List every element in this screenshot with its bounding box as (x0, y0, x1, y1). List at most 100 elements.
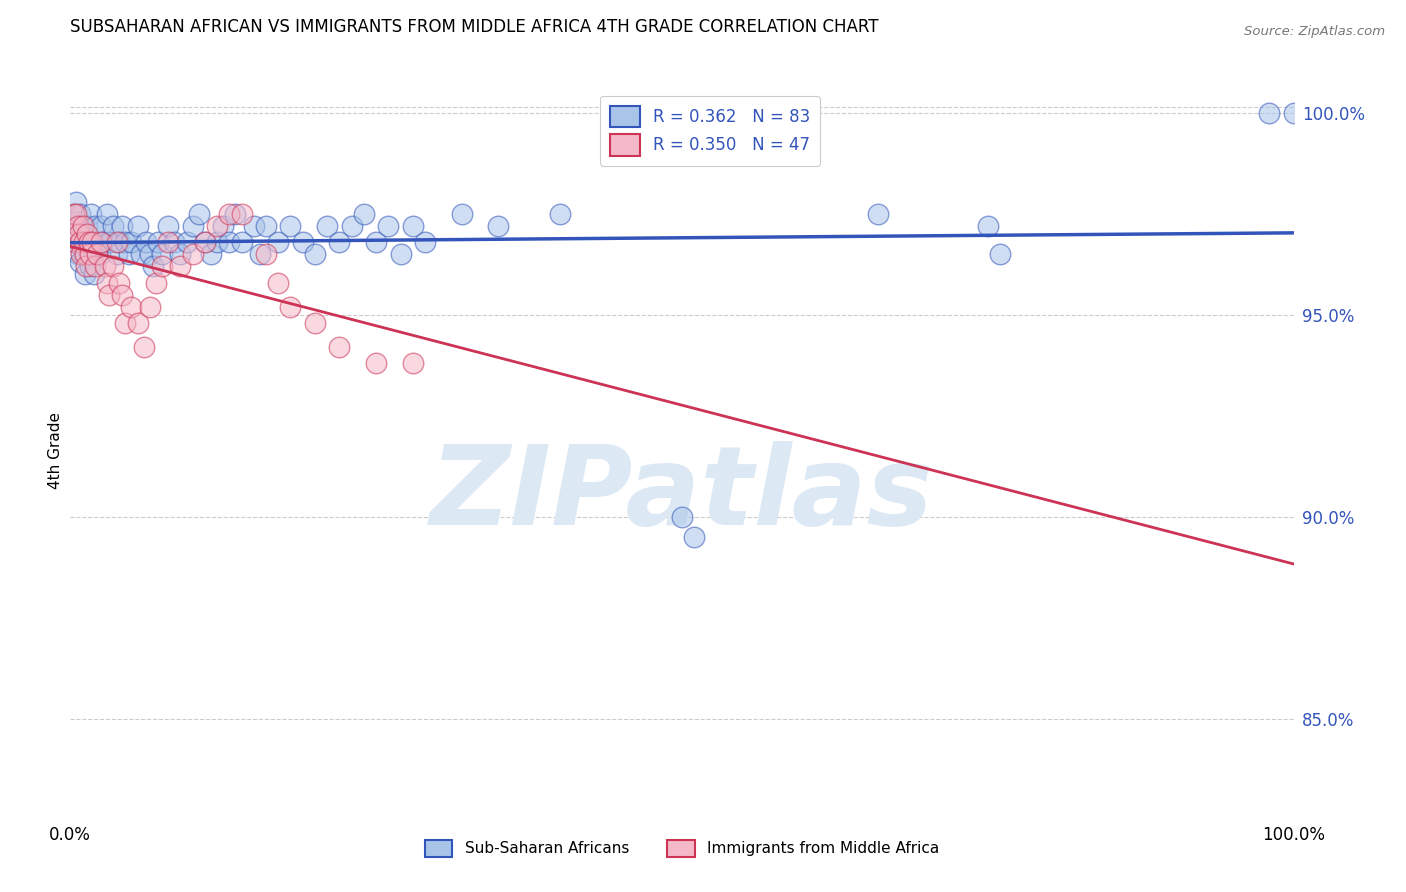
Point (1258, 105, 1281, 120)
Point (67, 235, 90, 249)
Point (65, 194, 87, 209)
Point (77, 235, 100, 249)
Point (111, 287, 134, 301)
Point (62, 227, 84, 241)
Point (70, 227, 93, 241)
Point (96, 207, 118, 221)
Point (267, 276, 290, 290)
Point (83, 260, 105, 274)
Point (169, 247, 191, 261)
Point (129, 247, 152, 261)
Point (67, 219, 90, 233)
Point (91, 235, 114, 249)
Point (683, 531, 706, 545)
Point (231, 235, 253, 249)
Point (212, 219, 235, 233)
Point (340, 219, 363, 233)
Point (108, 276, 131, 290)
Point (77, 247, 100, 261)
Point (72, 219, 94, 233)
Point (366, 356, 388, 370)
Point (157, 235, 180, 249)
Point (148, 235, 170, 249)
Point (366, 235, 388, 249)
Point (73, 247, 96, 261)
Point (90, 235, 112, 249)
Point (139, 247, 162, 261)
Point (89, 247, 111, 261)
Point (353, 207, 375, 221)
Point (63, 207, 86, 221)
Point (86, 235, 108, 249)
Point (118, 247, 141, 261)
Point (328, 235, 350, 249)
Point (83, 219, 105, 233)
Point (205, 235, 228, 249)
Point (280, 219, 302, 233)
Point (304, 247, 326, 261)
Point (96, 276, 118, 290)
Point (108, 235, 131, 249)
Point (377, 219, 399, 233)
Point (101, 260, 124, 274)
Point (224, 207, 246, 221)
Point (114, 235, 136, 249)
Point (86, 247, 108, 261)
Point (866, 207, 889, 221)
Point (150, 260, 173, 274)
Point (200, 247, 222, 261)
Point (671, 510, 693, 524)
Point (142, 260, 165, 274)
Point (254, 247, 277, 261)
Point (72, 235, 94, 249)
Point (63, 235, 86, 249)
Point (76, 219, 98, 233)
Point (127, 316, 149, 330)
Point (65, 207, 87, 221)
Point (150, 247, 173, 261)
Point (121, 235, 143, 249)
Point (90, 219, 112, 233)
Text: Source: ZipAtlas.com: Source: ZipAtlas.com (1244, 25, 1385, 38)
Point (83, 268, 105, 282)
Point (1282, 105, 1305, 120)
Point (169, 260, 191, 274)
Point (67, 227, 90, 241)
Point (218, 235, 240, 249)
Point (70, 247, 93, 261)
Point (280, 300, 302, 314)
Point (218, 207, 240, 221)
Point (98, 287, 121, 301)
Point (304, 316, 326, 330)
Point (69, 255, 91, 269)
Point (101, 219, 124, 233)
Point (157, 219, 180, 233)
Point (194, 235, 217, 249)
Point (69, 207, 91, 221)
Point (163, 235, 186, 249)
Point (267, 235, 290, 249)
Point (291, 235, 314, 249)
Point (181, 219, 204, 233)
Point (111, 219, 134, 233)
Point (402, 356, 425, 370)
Point (82, 235, 104, 249)
Point (135, 235, 157, 249)
Point (114, 316, 136, 330)
Point (65, 215, 87, 229)
Point (988, 247, 1011, 261)
Point (413, 235, 436, 249)
Point (402, 219, 425, 233)
Point (139, 300, 162, 314)
Point (98, 235, 121, 249)
Text: ZIPatlas: ZIPatlas (430, 442, 934, 549)
Point (75, 235, 97, 249)
Point (73, 247, 96, 261)
Point (194, 235, 217, 249)
Point (205, 219, 228, 233)
Point (66, 247, 89, 261)
Point (62, 219, 84, 233)
Y-axis label: 4th Grade: 4th Grade (48, 412, 63, 489)
Point (316, 219, 339, 233)
Point (548, 207, 571, 221)
